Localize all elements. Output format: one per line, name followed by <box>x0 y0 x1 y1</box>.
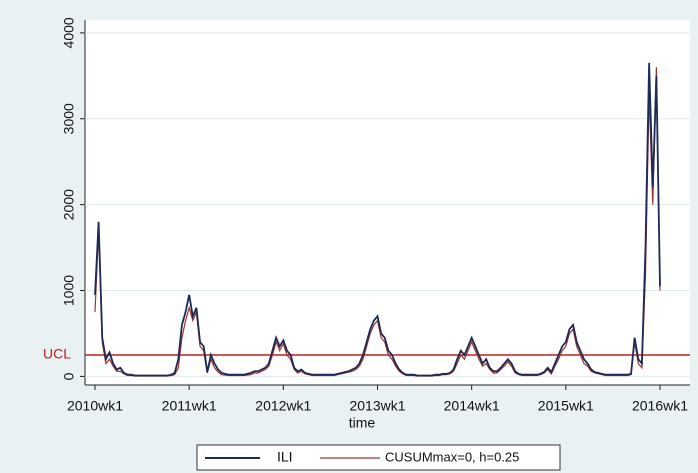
legend-label: ILI <box>277 449 293 465</box>
y-tick-label: 2000 <box>61 189 77 220</box>
plot-area <box>85 20 690 385</box>
y-tick-label: 4000 <box>61 17 77 48</box>
x-tick-label: 2016wk1 <box>632 398 688 414</box>
x-tick-label: 2014wk1 <box>444 398 500 414</box>
legend-label: CUSUMmax=0, h=0.25 <box>385 449 519 464</box>
y-tick-label: 0 <box>61 372 77 380</box>
y-tick-label: 3000 <box>61 103 77 134</box>
y-tick-label: 1000 <box>61 275 77 306</box>
series-line <box>94 62 661 377</box>
x-tick-label: 2011wk1 <box>162 398 217 414</box>
x-axis-label: time <box>349 415 376 431</box>
x-tick-label: 2010wk1 <box>67 398 123 414</box>
x-tick-label: 2012wk1 <box>255 398 311 414</box>
x-tick-label: 2013wk1 <box>349 398 405 414</box>
x-tick-label: 2015wk1 <box>538 398 594 414</box>
ucl-label: UCL <box>43 346 71 362</box>
